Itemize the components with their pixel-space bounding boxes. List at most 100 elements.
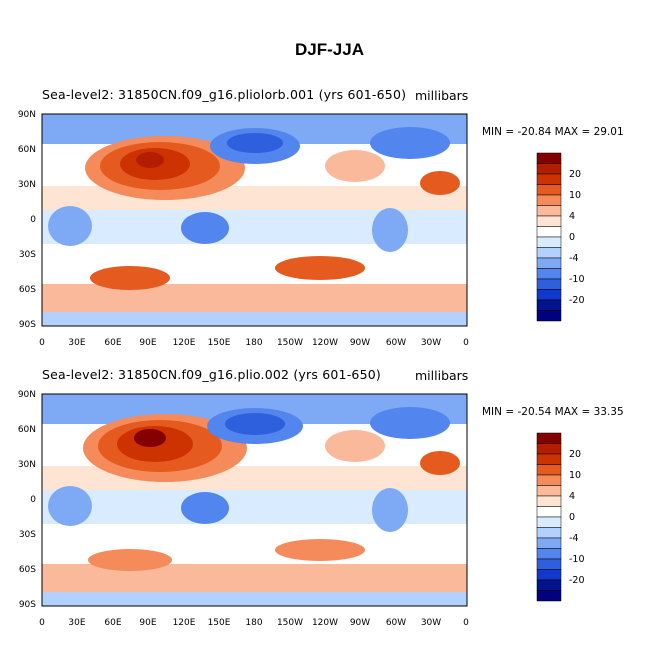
colorbar-label: 20 <box>569 169 581 180</box>
panel-2-min-max: MIN = -20.54 MAX = 33.35 <box>482 406 624 418</box>
lon-tick: 90E <box>139 618 156 628</box>
panel-1-min-max: MIN = -20.84 MAX = 29.01 <box>482 126 624 138</box>
colorbar-swatch <box>536 278 562 290</box>
colorbar-label: 0 <box>569 512 575 523</box>
colorbar-swatch <box>536 474 562 486</box>
colorbar-label: 4 <box>569 211 575 222</box>
colorbar-swatch <box>536 569 562 581</box>
lon-tick: 90E <box>139 338 156 348</box>
colorbar-label: -4 <box>569 253 578 264</box>
colorbar-swatch <box>536 173 562 185</box>
panel-2-map: 90N 60N 30N 0 30S 60S 90S 0 30E 60E 90E … <box>18 390 585 628</box>
panel-2-lon-ticks: 0 30E 60E 90E 120E 150E 180 150W 120W 90… <box>39 618 469 628</box>
panel-2-case-label: Sea-level2: 31850CN.f09_g16.plio.002 (yr… <box>42 367 381 382</box>
panel-2-colorbar: 20 10 4 0 -4 -10 -20 <box>536 432 585 602</box>
colorbar-swatch <box>536 226 562 238</box>
lon-tick: 60E <box>104 338 121 348</box>
colorbar-swatch <box>536 268 562 280</box>
colorbar-swatch <box>536 194 562 206</box>
panel-1-case-label: Sea-level2: 31850CN.f09_g16.pliolorb.001… <box>42 87 407 102</box>
lon-tick: 30E <box>68 338 85 348</box>
lon-tick: 0 <box>463 618 469 628</box>
colorbar-label: 4 <box>569 491 575 502</box>
colorbar-swatch <box>536 443 562 455</box>
colorbar-swatch <box>536 289 562 301</box>
figure-title: DJF-JJA <box>295 40 364 59</box>
lat-tick: 60N <box>18 425 36 435</box>
lat-tick: 30N <box>18 460 36 470</box>
lon-tick: 120W <box>312 338 338 348</box>
colorbar-swatch <box>536 506 562 518</box>
colorbar-label: -20 <box>569 295 585 306</box>
lon-tick: 120W <box>312 618 338 628</box>
lon-tick: 150W <box>277 338 303 348</box>
map-panel-2: Sea-level2: 31850CN.f09_g16.plio.002 (yr… <box>0 367 659 638</box>
colorbar-swatch <box>536 453 562 465</box>
colorbar-label: 10 <box>569 470 581 481</box>
lon-tick: 30W <box>421 618 441 628</box>
lon-tick: 150W <box>277 618 303 628</box>
lon-tick: 60W <box>386 338 406 348</box>
lon-tick: 120E <box>173 338 196 348</box>
colorbar-label: 10 <box>569 190 581 201</box>
lat-tick: 30S <box>19 530 36 540</box>
lon-tick: 0 <box>39 338 45 348</box>
lat-tick: 90S <box>19 320 36 330</box>
colorbar-swatch <box>536 485 562 497</box>
lat-tick: 90N <box>18 110 36 120</box>
colorbar-swatch <box>536 257 562 269</box>
lon-tick: 120E <box>173 618 196 628</box>
lon-tick: 180 <box>245 618 262 628</box>
colorbar-swatch <box>536 579 562 591</box>
lon-tick: 150E <box>208 338 231 348</box>
colorbar-swatch <box>536 205 562 217</box>
colorbar-swatch <box>536 464 562 476</box>
lon-tick: 90W <box>350 338 370 348</box>
panel-1-lat-ticks: 90N 60N 30N 0 30S 60S 90S <box>18 110 36 330</box>
colorbar-swatch <box>536 152 562 164</box>
colorbar-swatch <box>536 548 562 560</box>
colorbar-swatch <box>536 184 562 196</box>
colorbar-label: -10 <box>569 274 585 285</box>
colorbar-swatch <box>536 236 562 248</box>
colorbar-swatch <box>536 558 562 570</box>
lat-tick: 60N <box>18 145 36 155</box>
panel-1-map: 90N 60N 30N 0 30S 60S 90S 0 30E 60E 90E … <box>18 110 585 348</box>
lat-tick: 30N <box>18 180 36 190</box>
colorbar-swatch <box>536 299 562 311</box>
colorbar-swatch <box>536 527 562 539</box>
panel-1-lon-ticks: 0 30E 60E 90E 120E 150E 180 150W 120W 90… <box>39 338 469 348</box>
colorbar-swatch <box>536 590 562 602</box>
lon-tick: 150E <box>208 618 231 628</box>
lat-tick: 60S <box>19 285 36 295</box>
lat-tick: 30S <box>19 250 36 260</box>
lon-tick: 180 <box>245 338 262 348</box>
colorbar-swatch <box>536 310 562 322</box>
lat-tick: 0 <box>30 495 36 505</box>
colorbar-swatch <box>536 495 562 507</box>
lat-tick: 60S <box>19 565 36 575</box>
lon-tick: 30W <box>421 338 441 348</box>
colorbar-label: 0 <box>569 232 575 243</box>
colorbar-label: -4 <box>569 533 578 544</box>
panel-2-lat-ticks: 90N 60N 30N 0 30S 60S 90S <box>18 390 36 610</box>
lon-tick: 90W <box>350 618 370 628</box>
lon-tick: 0 <box>463 338 469 348</box>
panel-1-units: millibars <box>415 88 469 103</box>
panel-1-colorbar: 20 10 4 0 -4 -10 -20 <box>536 152 585 322</box>
colorbar-swatch <box>536 247 562 259</box>
lon-tick: 60E <box>104 618 121 628</box>
colorbar-swatch <box>536 215 562 227</box>
colorbar-label: 20 <box>569 449 581 460</box>
lon-tick: 0 <box>39 618 45 628</box>
map-panel-1: Sea-level2: 31850CN.f09_g16.pliolorb.001… <box>0 87 659 358</box>
lat-tick: 0 <box>30 215 36 225</box>
colorbar-swatch <box>536 163 562 175</box>
colorbar-swatch <box>536 432 562 444</box>
colorbar-label: -20 <box>569 575 585 586</box>
lat-tick: 90S <box>19 600 36 610</box>
colorbar-swatch <box>536 516 562 528</box>
colorbar-swatch <box>536 537 562 549</box>
panel-2-units: millibars <box>415 368 469 383</box>
lon-tick: 30E <box>68 618 85 628</box>
